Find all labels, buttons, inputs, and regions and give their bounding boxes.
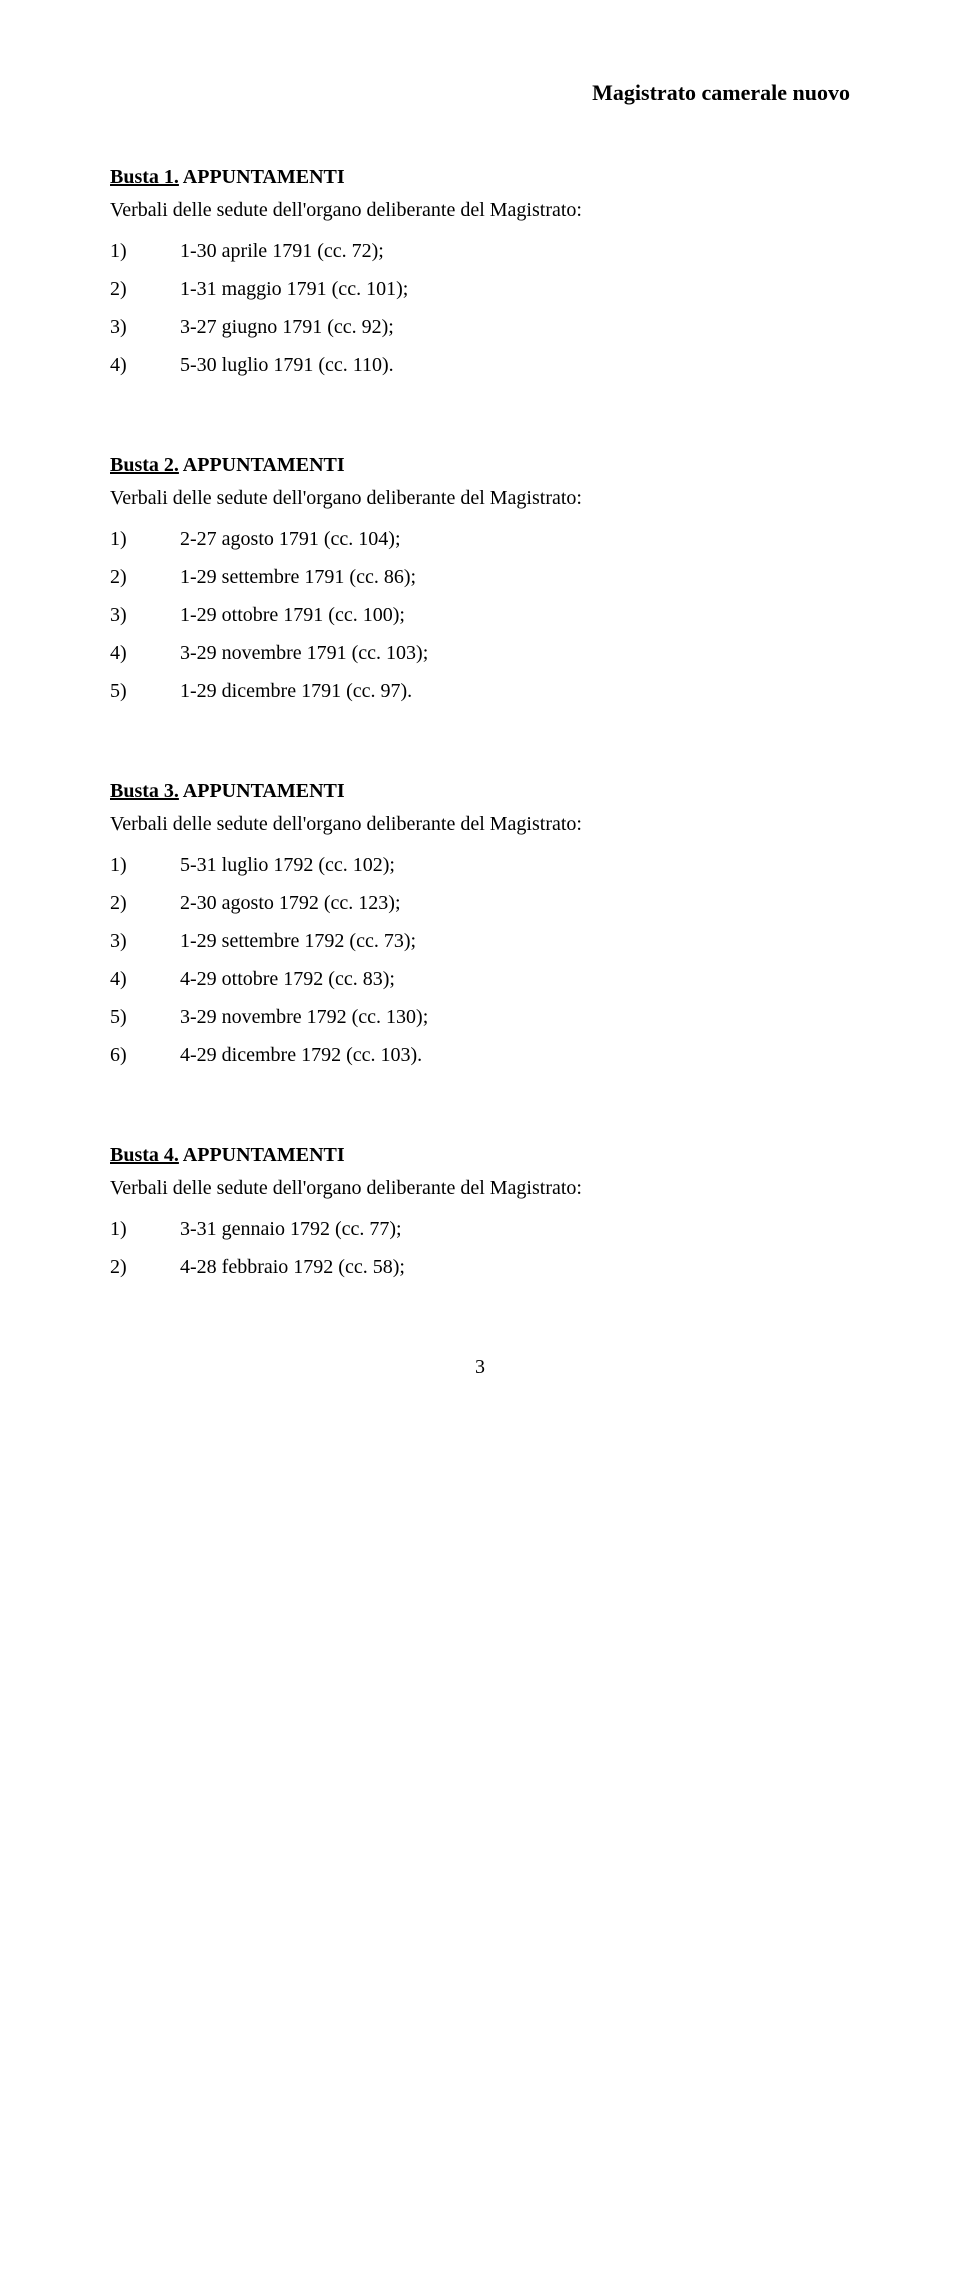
section-desc: Verbali delle sedute dell'organo deliber… xyxy=(110,199,850,222)
list-item: 4)3-29 novembre 1791 (cc. 103); xyxy=(110,634,850,672)
item-num: 4) xyxy=(110,634,180,672)
item-text: 3-31 gennaio 1792 (cc. 77); xyxy=(180,1210,402,1248)
section-busta-3: Busta 3. APPUNTAMENTI Verbali delle sedu… xyxy=(110,780,850,1074)
item-num: 1) xyxy=(110,520,180,558)
section-title-rest: APPUNTAMENTI xyxy=(179,454,345,476)
item-num: 4) xyxy=(110,346,180,384)
section-title-underlined: Busta 1. xyxy=(110,166,179,188)
item-list: 1)5-31 luglio 1792 (cc. 102); 2)2-30 ago… xyxy=(110,846,850,1074)
section-title-underlined: Busta 3. xyxy=(110,780,179,802)
list-item: 2)1-31 maggio 1791 (cc. 101); xyxy=(110,270,850,308)
list-item: 1)1-30 aprile 1791 (cc. 72); xyxy=(110,232,850,270)
item-text: 1-29 settembre 1792 (cc. 73); xyxy=(180,922,416,960)
item-text: 4-28 febbraio 1792 (cc. 58); xyxy=(180,1248,405,1286)
page-number: 3 xyxy=(110,1356,850,1379)
item-num: 2) xyxy=(110,1248,180,1286)
section-title-rest: APPUNTAMENTI xyxy=(179,1144,345,1166)
section-title-underlined: Busta 4. xyxy=(110,1144,179,1166)
item-text: 1-31 maggio 1791 (cc. 101); xyxy=(180,270,408,308)
page-header-title: Magistrato camerale nuovo xyxy=(110,80,850,106)
section-busta-2: Busta 2. APPUNTAMENTI Verbali delle sedu… xyxy=(110,454,850,710)
list-item: 1)5-31 luglio 1792 (cc. 102); xyxy=(110,846,850,884)
item-num: 6) xyxy=(110,1036,180,1074)
item-text: 2-27 agosto 1791 (cc. 104); xyxy=(180,520,401,558)
section-title-rest: APPUNTAMENTI xyxy=(179,780,345,802)
item-text: 3-29 novembre 1791 (cc. 103); xyxy=(180,634,428,672)
item-text: 5-31 luglio 1792 (cc. 102); xyxy=(180,846,395,884)
list-item: 1)2-27 agosto 1791 (cc. 104); xyxy=(110,520,850,558)
section-busta-4: Busta 4. APPUNTAMENTI Verbali delle sedu… xyxy=(110,1144,850,1286)
section-desc: Verbali delle sedute dell'organo deliber… xyxy=(110,1177,850,1200)
item-num: 5) xyxy=(110,998,180,1036)
list-item: 3)1-29 settembre 1792 (cc. 73); xyxy=(110,922,850,960)
item-text: 3-27 giugno 1791 (cc. 92); xyxy=(180,308,394,346)
item-list: 1)3-31 gennaio 1792 (cc. 77); 2)4-28 feb… xyxy=(110,1210,850,1286)
item-text: 1-29 ottobre 1791 (cc. 100); xyxy=(180,596,405,634)
section-title: Busta 2. APPUNTAMENTI xyxy=(110,454,850,477)
item-text: 3-29 novembre 1792 (cc. 130); xyxy=(180,998,428,1036)
item-num: 1) xyxy=(110,1210,180,1248)
item-list: 1)2-27 agosto 1791 (cc. 104); 2)1-29 set… xyxy=(110,520,850,710)
item-text: 1-30 aprile 1791 (cc. 72); xyxy=(180,232,384,270)
list-item: 4)4-29 ottobre 1792 (cc. 83); xyxy=(110,960,850,998)
item-num: 2) xyxy=(110,270,180,308)
item-text: 4-29 dicembre 1792 (cc. 103). xyxy=(180,1036,422,1074)
section-busta-1: Busta 1. APPUNTAMENTI Verbali delle sedu… xyxy=(110,166,850,384)
item-text: 4-29 ottobre 1792 (cc. 83); xyxy=(180,960,395,998)
section-title-rest: APPUNTAMENTI xyxy=(179,166,345,188)
item-num: 1) xyxy=(110,846,180,884)
item-list: 1)1-30 aprile 1791 (cc. 72); 2)1-31 magg… xyxy=(110,232,850,384)
section-title-underlined: Busta 2. xyxy=(110,454,179,476)
item-num: 3) xyxy=(110,308,180,346)
list-item: 6)4-29 dicembre 1792 (cc. 103). xyxy=(110,1036,850,1074)
item-num: 1) xyxy=(110,232,180,270)
list-item: 3)3-27 giugno 1791 (cc. 92); xyxy=(110,308,850,346)
item-num: 3) xyxy=(110,596,180,634)
item-text: 5-30 luglio 1791 (cc. 110). xyxy=(180,346,394,384)
section-title: Busta 1. APPUNTAMENTI xyxy=(110,166,850,189)
list-item: 2)4-28 febbraio 1792 (cc. 58); xyxy=(110,1248,850,1286)
item-num: 2) xyxy=(110,558,180,596)
list-item: 1)3-31 gennaio 1792 (cc. 77); xyxy=(110,1210,850,1248)
item-text: 2-30 agosto 1792 (cc. 123); xyxy=(180,884,401,922)
item-num: 4) xyxy=(110,960,180,998)
list-item: 5)3-29 novembre 1792 (cc. 130); xyxy=(110,998,850,1036)
list-item: 3)1-29 ottobre 1791 (cc. 100); xyxy=(110,596,850,634)
section-title: Busta 4. APPUNTAMENTI xyxy=(110,1144,850,1167)
section-title: Busta 3. APPUNTAMENTI xyxy=(110,780,850,803)
item-num: 2) xyxy=(110,884,180,922)
list-item: 5)1-29 dicembre 1791 (cc. 97). xyxy=(110,672,850,710)
list-item: 2)2-30 agosto 1792 (cc. 123); xyxy=(110,884,850,922)
item-num: 5) xyxy=(110,672,180,710)
section-desc: Verbali delle sedute dell'organo deliber… xyxy=(110,487,850,510)
item-text: 1-29 dicembre 1791 (cc. 97). xyxy=(180,672,412,710)
item-num: 3) xyxy=(110,922,180,960)
item-text: 1-29 settembre 1791 (cc. 86); xyxy=(180,558,416,596)
list-item: 2)1-29 settembre 1791 (cc. 86); xyxy=(110,558,850,596)
list-item: 4)5-30 luglio 1791 (cc. 110). xyxy=(110,346,850,384)
section-desc: Verbali delle sedute dell'organo deliber… xyxy=(110,813,850,836)
